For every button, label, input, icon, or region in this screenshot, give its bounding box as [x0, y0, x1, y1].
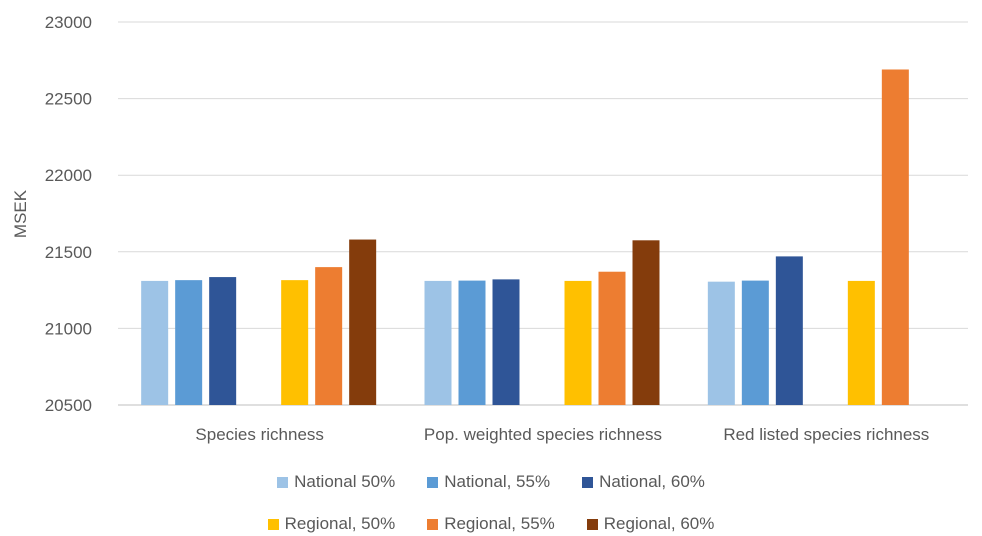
bar — [707, 281, 735, 405]
legend-label: National 50% — [294, 472, 396, 491]
legend-item: Regional, 55% — [427, 514, 555, 534]
legend-item: National, 55% — [427, 472, 550, 492]
bar — [458, 280, 486, 405]
y-tick-label: 21000 — [45, 319, 92, 338]
bar — [847, 280, 875, 405]
legend-swatch — [582, 476, 594, 488]
legend-row-2: Regional, 50% Regional, 55% Regional, 60% — [0, 514, 982, 534]
y-tick-label: 21500 — [45, 243, 92, 262]
y-tick-label: 22500 — [45, 90, 92, 109]
bar — [141, 280, 169, 405]
legend-item: Regional, 60% — [586, 514, 715, 534]
x-tick-label: Species richness — [195, 425, 324, 444]
x-tick-label: Red listed species richness — [723, 425, 929, 444]
y-axis-ticks: 20500 21000 21500 22000 22500 23000 — [45, 13, 92, 415]
bars — [141, 69, 909, 405]
gridlines — [118, 21, 968, 406]
bar — [424, 280, 452, 405]
bar — [775, 256, 803, 405]
legend-label: Regional, 55% — [444, 514, 555, 533]
legend-swatch — [427, 476, 439, 488]
legend-swatch — [427, 518, 439, 530]
legend-label: National, 60% — [599, 472, 705, 491]
bar — [281, 280, 309, 405]
bar — [564, 280, 592, 405]
bar — [315, 267, 343, 405]
bar — [598, 271, 626, 405]
bar — [741, 280, 769, 405]
legend-item: National 50% — [277, 472, 395, 492]
legend-label: Regional, 60% — [603, 514, 715, 533]
bar — [632, 240, 660, 405]
legend-label: National, 55% — [444, 472, 551, 491]
y-axis-label: MSEK — [11, 189, 30, 238]
legend-swatch — [277, 476, 289, 488]
legend-swatch — [586, 518, 598, 530]
legend-swatch — [267, 518, 279, 530]
legend-row-1: National 50% National, 55% National, 60% — [0, 472, 982, 492]
bar-chart: 20500 21000 21500 22000 22500 23000 Species r… — [11, 13, 968, 444]
bar — [881, 69, 909, 405]
legend-item: National, 60% — [582, 472, 705, 492]
bar — [492, 279, 520, 405]
y-tick-label: 20500 — [45, 396, 92, 415]
legend-item: Regional, 50% — [267, 514, 396, 534]
bar — [209, 277, 237, 405]
x-axis-ticks: Species richness Pop. weighted species ri… — [195, 425, 929, 444]
y-tick-label: 22000 — [45, 166, 92, 185]
legend-label: Regional, 50% — [284, 514, 396, 533]
bar — [175, 280, 203, 405]
x-tick-label: Pop. weighted species richness — [424, 425, 662, 444]
bar — [349, 239, 377, 405]
y-tick-label: 23000 — [45, 13, 92, 32]
